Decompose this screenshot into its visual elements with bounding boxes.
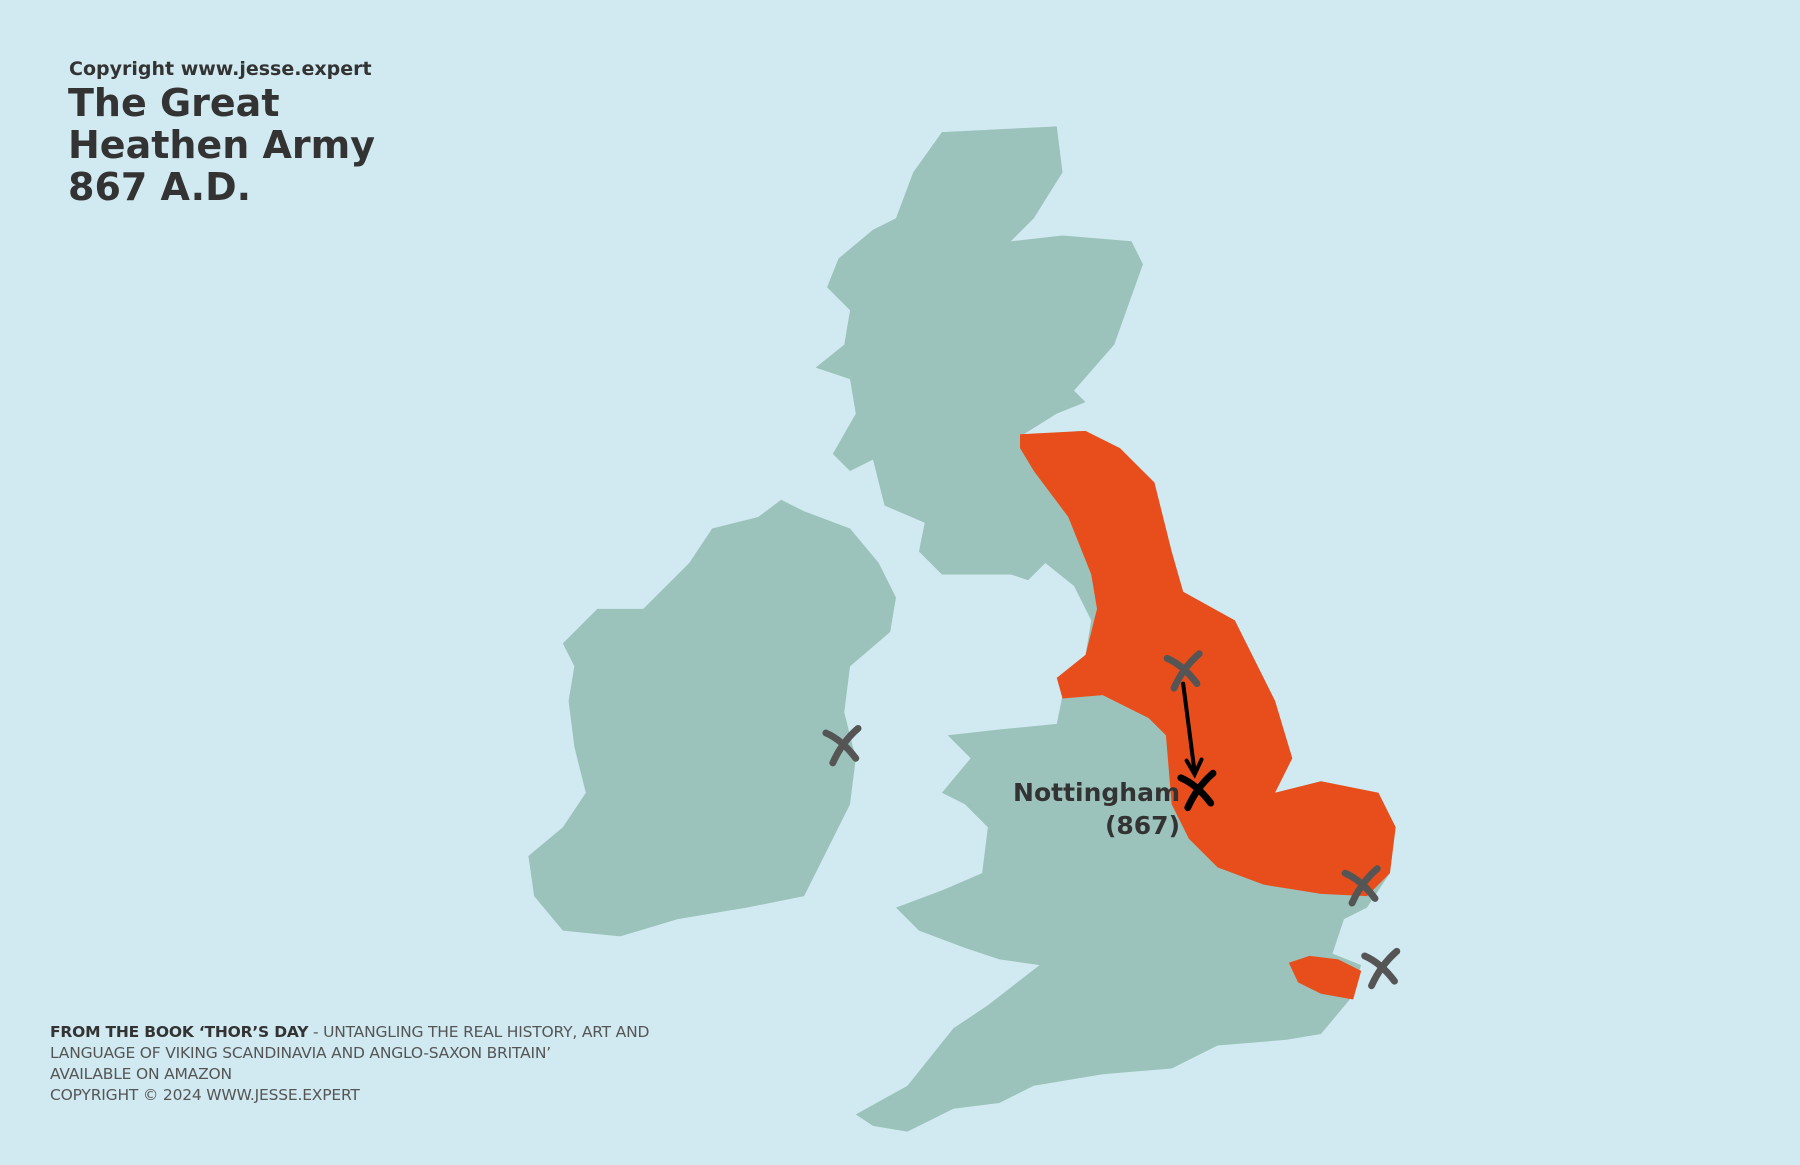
east-anglia-marker-x-icon	[1341, 865, 1381, 907]
book-subtitle: - UNTANGLING THE REAL HISTORY, ART AND L…	[50, 1023, 650, 1062]
kent-marker-x-icon	[1361, 947, 1401, 990]
york-marker-x-icon	[1163, 650, 1203, 692]
nottingham-name: Nottingham	[1013, 778, 1180, 807]
title-line: Heathen Army	[68, 123, 376, 167]
kent-region	[1288, 955, 1362, 1000]
nottingham-label: Nottingham (867)	[990, 776, 1180, 842]
footer-copyright: COPYRIGHT © 2024 WWW.JESSE.EXPERT	[50, 1086, 360, 1104]
route-arrow	[1181, 681, 1204, 779]
copyright-heading: Copyright www.jesse.expert	[69, 58, 372, 80]
page-title: The Great Heathen Army 867 A.D.	[68, 82, 375, 208]
nottingham-marker-x-icon	[1177, 769, 1217, 812]
book-title: FROM THE BOOK ‘THOR’S DAY	[50, 1023, 309, 1041]
ireland-landmass	[528, 499, 896, 937]
title-line: The Great	[68, 81, 280, 125]
danelaw-region	[1020, 430, 1396, 897]
title-line: 867 A.D.	[68, 165, 252, 209]
footer-credits: FROM THE BOOK ‘THOR’S DAY - UNTANGLING T…	[50, 1022, 700, 1106]
availability: AVAILABLE ON AMAZON	[50, 1065, 232, 1083]
ireland-marker-x-icon	[822, 724, 862, 767]
nottingham-year: (867)	[1104, 811, 1180, 840]
